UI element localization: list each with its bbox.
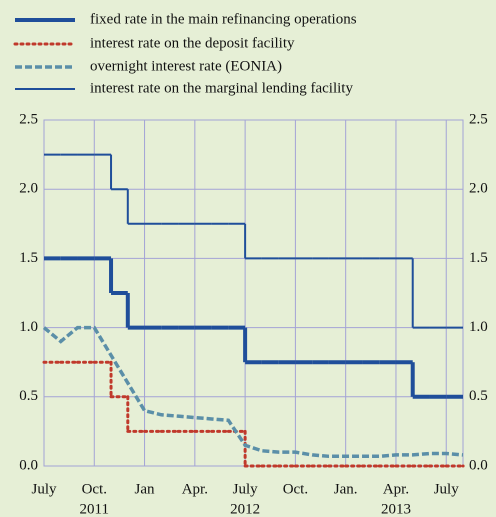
y-tick-label: 1.0: [19, 319, 38, 335]
y-tick-label-right: 0.5: [469, 388, 488, 404]
x-tick-label: July: [31, 481, 57, 497]
legend-label: interest rate on the deposit facility: [90, 35, 295, 51]
x-tick-label: Oct.: [283, 481, 308, 497]
legend-label: fixed rate in the main refinancing opera…: [90, 11, 357, 27]
legend-label: interest rate on the marginal lending fa…: [90, 80, 353, 96]
y-tick-label-right: 0.0: [469, 457, 488, 473]
x-tick-label: July: [434, 481, 460, 497]
series-line: [42, 325, 464, 459]
x-tick-label: July: [233, 481, 259, 497]
y-tick-label: 1.5: [19, 250, 38, 266]
y-tick-label-right: 1.5: [469, 250, 488, 266]
x-tick-label: Jan: [135, 481, 155, 497]
y-tick-label-right: 1.0: [469, 319, 488, 335]
x-tick-label: Apr.: [182, 481, 208, 497]
y-tick-label: 0.5: [19, 388, 38, 404]
y-tick-label: 2.5: [19, 111, 38, 127]
x-year-label: 2011: [80, 501, 109, 517]
y-tick-label: 2.0: [19, 181, 38, 197]
x-year-label: 2012: [230, 501, 260, 517]
y-tick-label-right: 2.0: [469, 181, 488, 197]
x-year-label: 2013: [381, 501, 411, 517]
x-tick-label: Apr.: [383, 481, 409, 497]
legend-label: overnight interest rate (EONIA): [90, 58, 282, 74]
x-tick-label: Jan.: [334, 481, 358, 497]
y-tick-label-right: 2.5: [469, 111, 488, 127]
y-tick-label: 0.0: [19, 457, 38, 473]
x-tick-label: Oct.: [82, 481, 107, 497]
